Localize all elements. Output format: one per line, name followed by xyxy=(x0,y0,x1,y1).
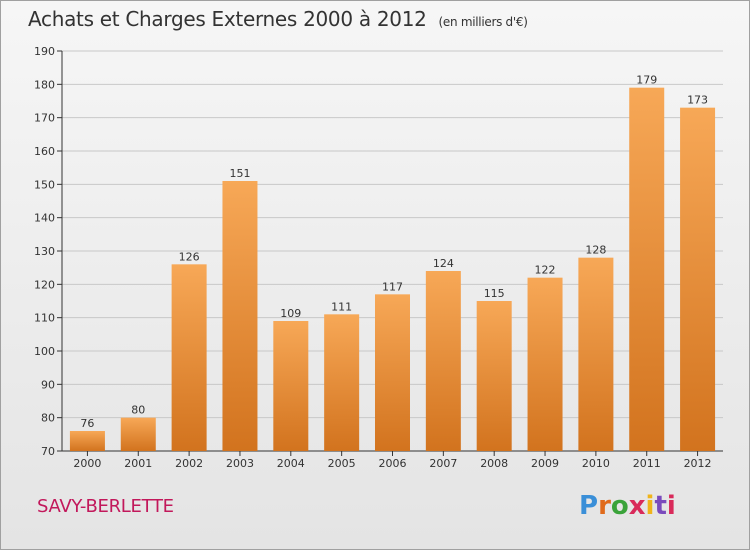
y-tick-label: 80 xyxy=(41,412,55,425)
data-label: 76 xyxy=(80,417,94,430)
bar xyxy=(578,257,614,451)
bar xyxy=(69,431,105,451)
y-tick-label: 130 xyxy=(34,245,55,258)
y-tick-label: 90 xyxy=(41,378,55,391)
x-tick-label: 2002 xyxy=(175,457,203,470)
bar xyxy=(425,271,461,451)
x-tick-label: 2004 xyxy=(277,457,305,470)
data-label: 128 xyxy=(585,244,606,257)
x-tick-label: 2008 xyxy=(480,457,508,470)
chart-subtitle: (en milliers d'€) xyxy=(438,15,528,29)
bar xyxy=(476,301,512,451)
logo-letter: t xyxy=(654,491,667,521)
logo-letter: r xyxy=(598,491,611,521)
data-label: 126 xyxy=(179,250,200,263)
y-tick-label: 150 xyxy=(34,178,55,191)
x-tick-label: 2000 xyxy=(73,457,101,470)
logo-letter: i xyxy=(645,491,655,521)
data-labels: 76 80 126 151 109 111 117 124 115 122 128 179 173 xyxy=(80,74,708,430)
x-tick-label: 2012 xyxy=(684,457,712,470)
x-tick-label: 2003 xyxy=(226,457,254,470)
axes: 70 80 90 100 110 120 130 140 150 160 170 180 190 2000… xyxy=(34,45,723,470)
data-label: 179 xyxy=(636,74,657,87)
chart-title: Achats et Charges Externes 2000 à 2012 (e… xyxy=(28,7,528,31)
y-tick-label: 140 xyxy=(34,212,55,225)
x-tick-label: 2009 xyxy=(531,457,559,470)
bars xyxy=(69,87,716,452)
bar xyxy=(680,107,716,452)
data-label: 124 xyxy=(433,257,454,270)
bar xyxy=(375,294,410,451)
commune-name: SAVY-BERLETTE xyxy=(37,496,174,517)
x-tick-label: 2011 xyxy=(633,457,661,470)
y-tick-label: 180 xyxy=(34,78,55,91)
x-tick-label: 2007 xyxy=(429,457,457,470)
data-label: 115 xyxy=(484,287,505,300)
y-tick-label: 160 xyxy=(34,145,55,158)
bar xyxy=(222,181,258,451)
data-label: 111 xyxy=(331,300,352,313)
bar xyxy=(171,264,207,451)
y-tick-label: 70 xyxy=(41,445,55,458)
data-label: 80 xyxy=(131,404,145,417)
x-tick-label: 2001 xyxy=(124,457,152,470)
x-tick-label: 2006 xyxy=(379,457,407,470)
data-label: 117 xyxy=(382,280,403,293)
bar xyxy=(629,87,665,452)
bar xyxy=(527,277,563,451)
logo-letter: o xyxy=(610,491,629,521)
logo-letter: i xyxy=(666,491,676,521)
y-tick-label: 120 xyxy=(34,278,55,291)
data-label: 109 xyxy=(280,307,301,320)
logo-letter: P xyxy=(579,491,599,521)
y-tick-label: 100 xyxy=(34,345,55,358)
logo-letter: x xyxy=(628,491,646,521)
y-tick-label: 110 xyxy=(34,312,55,325)
bar xyxy=(324,314,360,451)
data-label: 151 xyxy=(229,167,250,180)
bar xyxy=(273,321,309,451)
x-tick-label: 2005 xyxy=(328,457,356,470)
data-label: 122 xyxy=(535,264,556,277)
bar xyxy=(120,417,156,451)
data-label: 173 xyxy=(687,94,708,107)
y-tick-label: 190 xyxy=(34,45,55,58)
proxiti-logo: Proxiti xyxy=(579,491,676,521)
x-tick-label: 2010 xyxy=(582,457,610,470)
title-text: Achats et Charges Externes 2000 à 2012 xyxy=(28,7,427,31)
y-tick-label: 170 xyxy=(34,112,55,125)
